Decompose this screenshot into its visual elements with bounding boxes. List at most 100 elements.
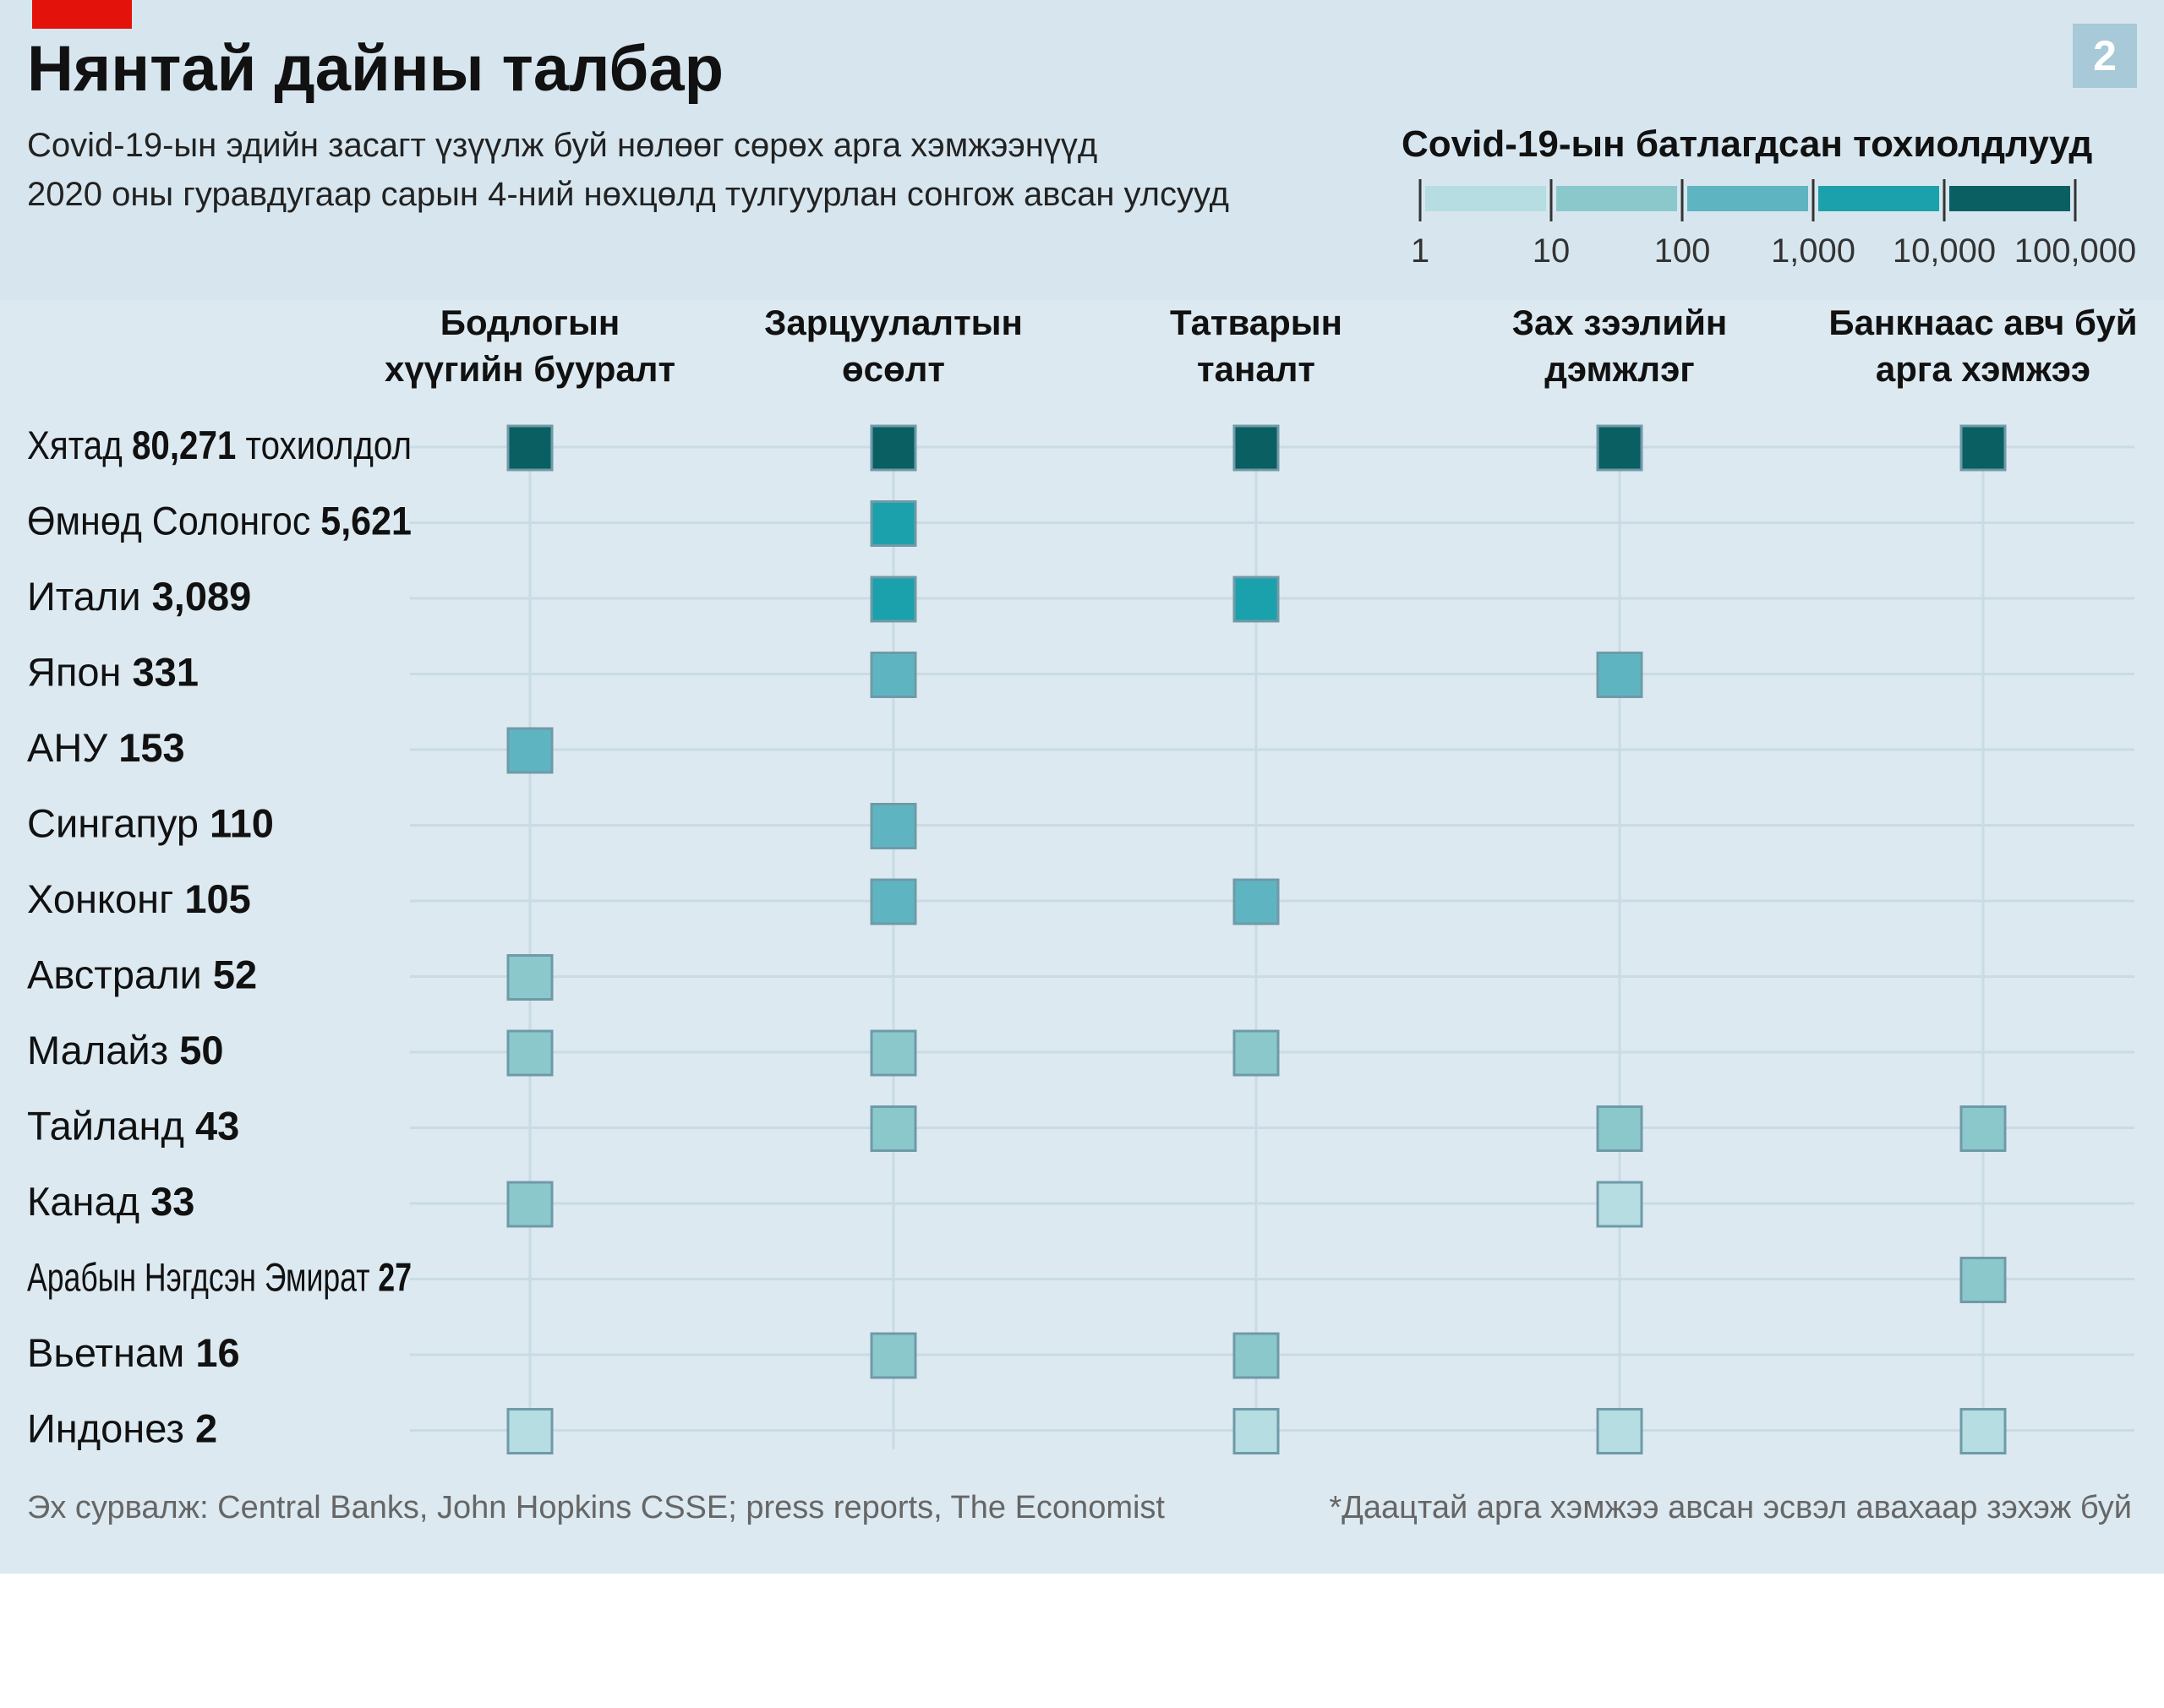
measure-marker [1596,424,1643,472]
legend-tick-label: 1 [1411,232,1429,270]
measure-marker [1959,1105,2007,1152]
column-header-line-1: Зарцуулалтын [764,303,1023,342]
measure-marker [1959,1408,2007,1454]
measure-marker [506,1029,554,1077]
row-label: Тайланд 43 [27,1104,239,1149]
column-header-line-1: Бодлогын [440,303,620,342]
case-suffix: тохиолдол [236,423,412,467]
measure-marker [1596,652,1643,698]
legend-tick-label: 100 [1654,232,1711,270]
measure-marker [870,1105,917,1152]
case-count: 27 [378,1255,412,1300]
country-name: Хонконг [27,876,184,921]
measure-marker [506,727,554,774]
legend-swatch [1687,186,1808,211]
measure-marker [1232,424,1280,472]
country-name: Япон [27,650,133,695]
case-count: 105 [184,876,250,921]
case-count: 5,621 [320,499,412,543]
row-label: Канад 33 [27,1179,194,1224]
row-label: Хятад 80,271 тохиолдол [27,423,412,467]
measure-marker [506,1181,554,1228]
chart-subtitle-line-1: Covid-19-ын эдийн засагт үзүүлж буй нөлө… [27,127,1098,164]
row-label: Вьетнам 16 [27,1330,240,1375]
case-count: 50 [179,1028,223,1072]
brand-tag [32,0,132,29]
column-header-line-2: таналт [1197,349,1315,389]
chart-title: Нянтай дайны талбар [27,33,724,105]
measure-marker [1232,576,1280,623]
row-label: Австрали 52 [27,952,257,997]
measure-marker [1596,1181,1643,1228]
measure-marker [1596,1105,1643,1152]
legend-swatch [1818,186,1939,211]
row-label: Арабын Нэгдсэн Эмират 27 [27,1255,412,1300]
case-count: 331 [133,650,199,695]
row-label: Малайз 50 [27,1028,224,1072]
column-header-line-2: дэмжлэг [1544,349,1695,389]
legend-tick-label: 10,000 [1893,232,1996,270]
country-name: АНУ [27,725,118,770]
case-count: 2 [195,1406,217,1451]
legend-swatch [1425,186,1546,211]
legend-tick-label: 100,000 [2014,232,2137,270]
legend-swatch [1556,186,1677,211]
measure-marker [1232,878,1280,925]
country-name: Арабын Нэгдсэн Эмират [27,1255,378,1300]
country-name: Тайланд [27,1104,195,1149]
case-count: 16 [195,1330,239,1375]
case-count: 3,089 [152,574,252,619]
footnote: *Даацтай арга хэмжээ авсан эсвэл авахаар… [1329,1490,2132,1525]
measure-marker [506,1408,554,1454]
measure-marker [506,424,554,472]
country-name: Сингапур [27,801,210,846]
measure-marker [1959,1257,2007,1303]
row-label: Өмнөд Солонгос 5,621 [27,499,412,543]
country-name: Малайз [27,1028,179,1072]
column-header-line-2: өсөлт [842,349,945,389]
column-header-line-2: хүүгийн бууралт [385,349,675,389]
page-number-badge: 2 [2073,24,2137,88]
measure-marker [870,1029,917,1077]
measure-marker [1232,1408,1280,1454]
measure-marker [870,878,917,925]
measure-marker [870,500,917,547]
country-name: Өмнөд Солонгос [27,499,320,543]
color-legend: 1 10 100 1,000 10,000 100,000 [1411,179,2137,270]
country-name: Хятад [27,423,132,467]
row-label: Итали 3,089 [27,574,251,619]
measure-marker [870,576,917,623]
measure-marker [1232,1029,1280,1077]
country-name: Индонез [27,1406,195,1451]
column-header-line-1: Зах зээлийн [1512,303,1728,342]
case-count: 80,271 [132,423,236,467]
country-name: Вьетнам [27,1330,195,1375]
legend-swatch [1949,186,2070,211]
source-note: Эх сурвалж: Central Banks, John Hopkins … [27,1490,1165,1525]
legend-tick-label: 10 [1533,232,1571,270]
case-count: 33 [150,1179,194,1224]
chart-subtitle-line-2: 2020 оны гуравдугаар сарын 4-ний нөхцөлд… [27,176,1229,213]
case-count: 153 [118,725,184,770]
case-count: 43 [195,1104,239,1149]
measure-marker [1232,1332,1280,1379]
country-name: Канад [27,1179,150,1224]
country-name: Итали [27,574,152,619]
measure-marker [870,803,917,849]
legend-title: Covid-19-ын батлагдсан тохиолдлууд [1402,123,2093,165]
case-count: 110 [210,801,274,846]
column-header-line-2: арга хэмжээ [1876,349,2090,389]
row-label: Хонконг 105 [27,876,251,921]
measure-marker [870,1332,917,1379]
row-label: Индонез 2 [27,1406,217,1451]
chart-area-background [0,300,2164,1574]
measure-marker [870,424,917,472]
case-count: 52 [213,952,257,997]
row-label: АНУ 153 [27,725,185,770]
measure-marker [1596,1408,1643,1454]
country-name: Австрали [27,952,213,997]
row-label: Сингапур 110 [27,801,274,846]
column-header-line-1: Татварын [1170,303,1342,342]
measure-marker [870,652,917,698]
